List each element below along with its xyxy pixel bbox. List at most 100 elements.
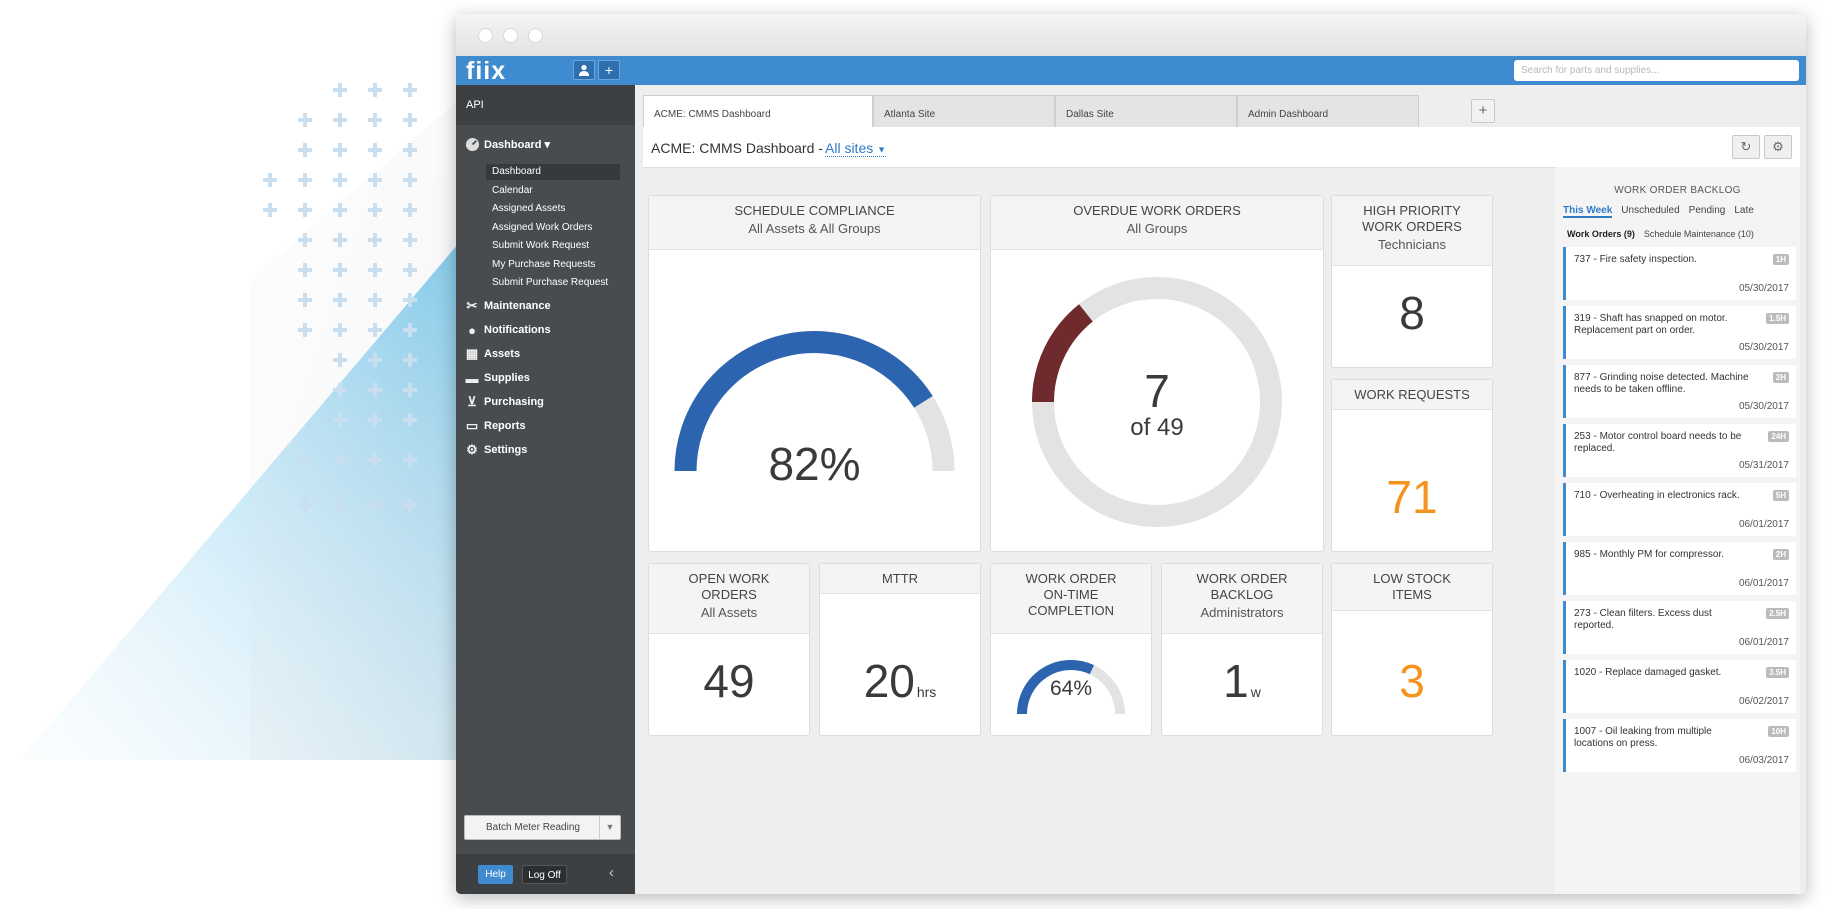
backlog-tab-pending[interactable]: Pending xyxy=(1688,205,1726,216)
tab-acme-cmms-dashboard[interactable]: ACME: CMMS Dashboard xyxy=(643,95,873,128)
sidebar-subitem-submit-purchase-request[interactable]: Submit Purchase Request xyxy=(492,277,609,288)
backlog-work-order-card[interactable]: 1020 - Replace damaged gasket. 3.5H 06/02/… xyxy=(1563,660,1796,713)
on-time-completion-widget[interactable]: WORK ORDER ON-TIME COMPLETION 64% xyxy=(990,563,1152,736)
widget-title-line1: OPEN WORK xyxy=(688,571,770,586)
batch-meter-reading-button[interactable]: Batch Meter Reading ▼ xyxy=(464,815,621,840)
settings-button[interactable]: ⚙ xyxy=(1764,135,1792,159)
backlog-work-order-card[interactable]: 710 - Overheating in electronics rack. 5H… xyxy=(1563,483,1796,536)
window-close-dot[interactable] xyxy=(478,28,493,43)
sidebar-item-settings[interactable]: ⚙ Settings xyxy=(464,441,527,459)
tab-atlanta-site[interactable]: Atlanta Site xyxy=(873,95,1055,127)
decorative-plus-icon xyxy=(403,173,417,187)
site-filter-dropdown[interactable]: All sites ▼ xyxy=(825,140,887,157)
add-button[interactable]: + xyxy=(598,60,620,80)
tab-dallas-site[interactable]: Dallas Site xyxy=(1055,95,1237,127)
decorative-plus-icon xyxy=(333,263,347,277)
sidebar-item-reports[interactable]: ▭ Reports xyxy=(464,417,526,435)
work-order-description: 737 - Fire safety inspection. xyxy=(1574,254,1697,265)
sidebar-item-maintenance[interactable]: ✂ Maintenance xyxy=(464,297,551,315)
browser-window: fiix + API Dashboard ▾ Dashboard Calendar… xyxy=(456,14,1806,894)
work-order-hours-badge: 24H xyxy=(1768,431,1789,442)
compliance-gauge xyxy=(674,331,955,472)
window-maximize-dot[interactable] xyxy=(528,28,543,43)
widget-subtitle: All Assets xyxy=(700,605,758,620)
work-requests-widget[interactable]: WORK REQUESTS 71 xyxy=(1331,379,1493,552)
decorative-plus-icon xyxy=(368,143,382,157)
widget-header: SCHEDULE COMPLIANCE All Assets & All Gro… xyxy=(649,196,980,250)
decorative-plus-icon xyxy=(263,203,277,217)
sidebar-subitem-dashboard[interactable]: Dashboard xyxy=(486,164,620,180)
decorative-plus-icon xyxy=(298,453,312,467)
help-button[interactable]: Help xyxy=(478,865,513,884)
decorative-plus-icon xyxy=(368,83,382,97)
backlog-work-order-card[interactable]: 253 - Motor control board needs to be re… xyxy=(1563,424,1796,477)
work-order-hours-badge: 1H xyxy=(1772,254,1789,265)
backlog-work-order-card[interactable]: 985 - Monthly PM for compressor. 2H 06/01/… xyxy=(1563,542,1796,595)
work-order-hours-badge: 2.5H xyxy=(1766,608,1789,619)
backlog-work-order-card[interactable]: 273 - Clean filters. Excess dust reporte… xyxy=(1563,601,1796,654)
backlog-tab-this-week[interactable]: This Week xyxy=(1563,205,1613,218)
sidebar-item-label: Purchasing xyxy=(484,396,544,408)
backlog-tab-unscheduled[interactable]: Unscheduled xyxy=(1621,205,1680,216)
backlog-work-order-card[interactable]: 877 - Grinding noise detected. Machine n… xyxy=(1563,365,1796,418)
backlog-work-order-card[interactable]: 1007 - Oil leaking from multiple locatio… xyxy=(1563,719,1796,772)
widget-subtitle: Technicians xyxy=(1378,237,1446,252)
work-requests-value: 71 xyxy=(1386,471,1438,523)
fiix-logo: fiix xyxy=(466,57,507,85)
sidebar-subitem-calendar[interactable]: Calendar xyxy=(492,184,533,196)
sidebar-item-purchasing[interactable]: ⊻ Purchasing xyxy=(464,393,544,411)
decorative-plus-icon xyxy=(403,413,417,427)
widget-title-line1: HIGH PRIORITY xyxy=(1363,203,1461,218)
sidebar: API Dashboard ▾ Dashboard Calendar Assigne… xyxy=(456,85,635,894)
work-order-due-date: 06/03/2017 xyxy=(1738,755,1789,766)
overdue-work-orders-widget[interactable]: OVERDUE WORK ORDERS All Groups 7 of 49 xyxy=(990,195,1324,552)
compliance-value: 82% xyxy=(768,438,861,490)
mttr-widget[interactable]: MTTR 20 hrs xyxy=(819,563,981,736)
backlog-subtab-work-orders[interactable]: Work Orders (9) xyxy=(1567,229,1635,239)
decorative-plus-icon xyxy=(403,233,417,247)
collapse-sidebar-icon[interactable]: ‹ xyxy=(609,864,614,881)
decorative-plus-icon xyxy=(298,293,312,307)
log-off-button[interactable]: Log Off xyxy=(522,865,567,884)
parts-search-input[interactable] xyxy=(1514,60,1799,81)
backlog-tab-late[interactable]: Late xyxy=(1734,205,1754,216)
decorative-plus-icon xyxy=(298,113,312,127)
add-tab-button[interactable]: + xyxy=(1471,99,1495,123)
backlog-subtab-schedule-maintenance[interactable]: Schedule Maintenance (10) xyxy=(1643,229,1754,239)
site-filter-label: All sites xyxy=(825,140,874,156)
decorative-plus-icon xyxy=(333,113,347,127)
backlog-unit: w xyxy=(1250,684,1261,700)
work-order-due-date: 06/01/2017 xyxy=(1738,578,1789,589)
open-work-orders-widget[interactable]: OPEN WORK ORDERS All Assets 49 xyxy=(648,563,810,736)
decorative-plus-icon xyxy=(403,293,417,307)
backlog-work-order-card[interactable]: 319 - Shaft has snapped on motor. Replac… xyxy=(1563,306,1796,359)
schedule-compliance-widget[interactable]: SCHEDULE COMPLIANCE All Assets & All Gro… xyxy=(648,195,981,552)
chevron-down-icon[interactable]: ▼ xyxy=(599,816,620,839)
user-button[interactable] xyxy=(573,60,595,80)
high-priority-work-orders-widget[interactable]: HIGH PRIORITY WORK ORDERS Technicians 8 xyxy=(1331,195,1493,368)
sidebar-subitem-assigned-assets[interactable]: Assigned Assets xyxy=(492,203,566,214)
sidebar-item-assets[interactable]: ▦ Assets xyxy=(464,345,520,363)
sidebar-subitem-submit-work-request[interactable]: Submit Work Request xyxy=(492,240,590,251)
decorative-plus-icon xyxy=(298,498,312,512)
sidebar-subitem-my-purchase-requests[interactable]: My Purchase Requests xyxy=(492,258,596,270)
dashboard-header: ACME: CMMS Dashboard - All sites ▼ ↻ ⚙ xyxy=(643,127,1800,168)
refresh-button[interactable]: ↻ xyxy=(1732,135,1760,159)
decorative-plus-icon xyxy=(333,203,347,217)
sidebar-item-dashboard[interactable]: Dashboard ▾ xyxy=(464,135,550,153)
decorative-plus-icon xyxy=(368,383,382,397)
widget-title-line1: WORK ORDER xyxy=(1025,571,1117,586)
widget-title: MTTR xyxy=(881,571,919,586)
sidebar-item-notifications[interactable]: ● Notifications xyxy=(464,321,551,339)
low-stock-items-widget[interactable]: LOW STOCK ITEMS 3 xyxy=(1331,563,1493,736)
sidebar-item-supplies[interactable]: ▬ Supplies xyxy=(464,369,530,387)
tab-admin-dashboard[interactable]: Admin Dashboard xyxy=(1237,95,1419,127)
sidebar-subitem-assigned-work-orders[interactable]: Assigned Work Orders xyxy=(492,221,593,233)
decorative-plus-icon xyxy=(333,233,347,247)
widget-header: LOW STOCK ITEMS xyxy=(1332,564,1492,611)
sidebar-item-label: Supplies xyxy=(484,372,530,384)
backlog-work-order-card[interactable]: 737 - Fire safety inspection. 1H 05/30/201… xyxy=(1563,247,1796,300)
decorative-plus-icon xyxy=(368,323,382,337)
window-minimize-dot[interactable] xyxy=(503,28,518,43)
